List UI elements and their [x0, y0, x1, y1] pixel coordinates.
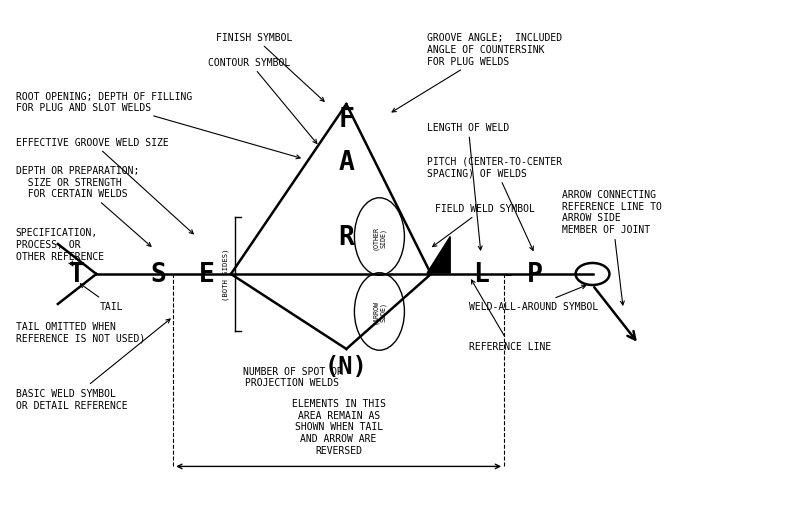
Text: P: P: [527, 262, 542, 288]
Text: (N): (N): [325, 355, 367, 379]
Text: GROOVE ANGLE;  INCLUDED
ANGLE OF COUNTERSINK
FOR PLUG WELDS: GROOVE ANGLE; INCLUDED ANGLE OF COUNTERS…: [392, 34, 562, 112]
Text: T: T: [69, 262, 85, 288]
Text: NUMBER OF SPOT OR
PROJECTION WELDS: NUMBER OF SPOT OR PROJECTION WELDS: [243, 366, 342, 387]
Text: EFFECTIVE GROOVE WELD SIZE: EFFECTIVE GROOVE WELD SIZE: [16, 137, 193, 234]
Text: REFERENCE LINE: REFERENCE LINE: [469, 280, 552, 352]
Text: PITCH (CENTER-TO-CENTER
SPACING) OF WELDS: PITCH (CENTER-TO-CENTER SPACING) OF WELD…: [427, 156, 562, 251]
Text: F: F: [338, 107, 354, 133]
Polygon shape: [427, 237, 450, 273]
Text: ARROW CONNECTING
REFERENCE LINE TO
ARROW SIDE
MEMBER OF JOINT: ARROW CONNECTING REFERENCE LINE TO ARROW…: [562, 190, 662, 305]
Text: TAIL OMITTED WHEN
REFERENCE IS NOT USED): TAIL OMITTED WHEN REFERENCE IS NOT USED): [16, 321, 144, 343]
Text: WELD-ALL-AROUND SYMBOL: WELD-ALL-AROUND SYMBOL: [469, 286, 599, 312]
Text: ELEMENTS IN THIS
AREA REMAIN AS
SHOWN WHEN TAIL
AND ARROW ARE
REVERSED: ELEMENTS IN THIS AREA REMAIN AS SHOWN WH…: [292, 399, 385, 455]
Text: SPECIFICATION,
PROCESS, OR
OTHER REFERENCE: SPECIFICATION, PROCESS, OR OTHER REFEREN…: [16, 228, 104, 266]
Text: ROOT OPENING; DEPTH OF FILLING
FOR PLUG AND SLOT WELDS: ROOT OPENING; DEPTH OF FILLING FOR PLUG …: [16, 92, 300, 159]
Text: E: E: [199, 262, 214, 288]
Text: A: A: [338, 149, 354, 175]
Text: (BOTH SIDES): (BOTH SIDES): [222, 248, 228, 301]
Text: FIELD WELD SYMBOL: FIELD WELD SYMBOL: [433, 204, 535, 247]
Text: L: L: [473, 262, 489, 288]
Text: TAIL: TAIL: [80, 284, 124, 312]
Text: R: R: [338, 224, 354, 250]
Text: DEPTH OR PREPARATION;
  SIZE OR STRENGTH
  FOR CERTAIN WELDS: DEPTH OR PREPARATION; SIZE OR STRENGTH F…: [16, 165, 151, 247]
Text: S: S: [150, 262, 166, 288]
Text: -: -: [501, 265, 515, 285]
Text: FINISH SYMBOL: FINISH SYMBOL: [216, 33, 324, 102]
Text: (OTHER
SIDE): (OTHER SIDE): [372, 225, 386, 249]
Text: (ARROW
SIDE): (ARROW SIDE): [372, 300, 386, 324]
Text: BASIC WELD SYMBOL
OR DETAIL REFERENCE: BASIC WELD SYMBOL OR DETAIL REFERENCE: [16, 319, 170, 410]
Text: LENGTH OF WELD: LENGTH OF WELD: [427, 122, 509, 250]
Text: CONTOUR SYMBOL: CONTOUR SYMBOL: [208, 58, 317, 144]
